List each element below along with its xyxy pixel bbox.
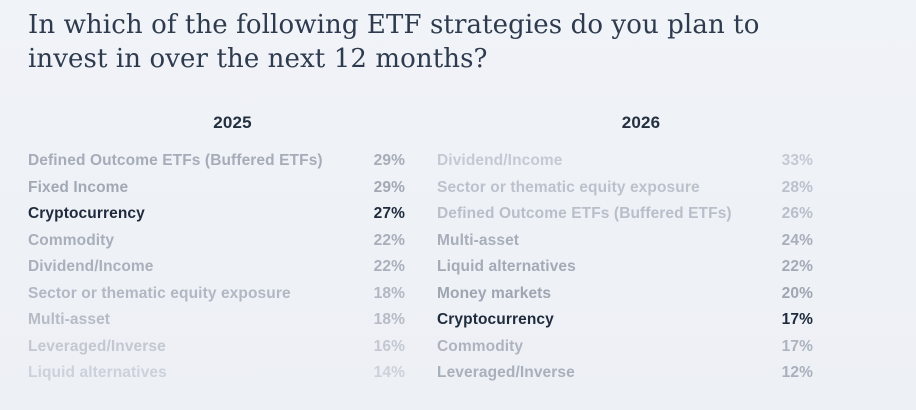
column-2026-header: 2026	[621, 113, 661, 132]
strategy-label: Sector or thematic equity exposure	[437, 178, 700, 196]
strategy-value: 12%	[781, 364, 813, 381]
column-2025-header: 2025	[213, 113, 252, 132]
strategy-row: Commodity 22%	[28, 232, 405, 259]
column-2025: 2025 Defined Outcome ETFs (Buffered ETFs…	[28, 113, 405, 391]
strategy-label: Leveraged/Inverse	[28, 337, 166, 355]
strategy-label: Commodity	[437, 337, 524, 355]
strategy-label: Sector or thematic equity exposure	[28, 284, 291, 302]
strategy-value: 17%	[781, 311, 813, 328]
strategy-label: Commodity	[28, 231, 115, 249]
strategy-label: Cryptocurrency	[28, 205, 145, 222]
strategy-row: Cryptocurrency 27%	[28, 205, 405, 232]
strategy-value: 20%	[781, 284, 813, 302]
strategy-row: Dividend/Income 22%	[28, 258, 405, 285]
year-columns: 2025 Defined Outcome ETFs (Buffered ETFs…	[0, 113, 813, 391]
strategy-label: Liquid alternatives	[437, 258, 576, 275]
strategy-value: 18%	[373, 284, 405, 302]
strategy-label: Liquid alternatives	[28, 364, 167, 381]
strategy-label: Defined Outcome ETFs (Buffered ETFs)	[437, 205, 732, 222]
strategy-value: 27%	[373, 205, 405, 222]
strategy-value: 29%	[373, 178, 405, 196]
strategy-label: Cryptocurrency	[437, 311, 554, 328]
strategy-row: Liquid alternatives 22%	[437, 258, 813, 285]
strategy-row: Multi-asset 24%	[437, 232, 813, 259]
strategy-value: 33%	[781, 152, 813, 169]
strategy-value: 22%	[781, 258, 813, 275]
strategy-row: Sector or thematic equity exposure 18%	[28, 285, 405, 312]
strategy-label: Multi-asset	[437, 231, 520, 249]
strategy-label: Fixed Income	[28, 178, 129, 196]
strategy-label: Dividend/Income	[28, 258, 154, 275]
column-2026: 2026 Dividend/Income 33% Sector or themati…	[437, 113, 813, 391]
column-2025-rows: Defined Outcome ETFs (Buffered ETFs) 29% F…	[28, 152, 405, 391]
question-title: In which of the following ETF strategies…	[28, 10, 760, 74]
strategy-row: Sector or thematic equity exposure 28%	[437, 179, 813, 206]
strategy-label: Multi-asset	[28, 311, 111, 328]
strategy-row: Defined Outcome ETFs (Buffered ETFs) 26%	[437, 205, 813, 232]
strategy-row: Multi-asset 18%	[28, 311, 405, 338]
strategy-value: 26%	[781, 205, 813, 222]
strategy-row: Liquid alternatives 14%	[28, 364, 405, 391]
strategy-label: Dividend/Income	[437, 152, 563, 169]
strategy-value: 22%	[373, 258, 405, 275]
strategy-value: 18%	[373, 311, 405, 328]
strategy-value: 29%	[373, 152, 405, 169]
strategy-row: Commodity 17%	[437, 338, 813, 365]
strategy-value: 16%	[373, 337, 405, 355]
strategy-value: 14%	[373, 364, 405, 381]
strategy-row: Dividend/Income 33%	[437, 152, 813, 179]
strategy-row: Leveraged/Inverse 16%	[28, 338, 405, 365]
strategy-row: Money markets 20%	[437, 285, 813, 312]
strategy-value: 24%	[781, 231, 813, 249]
strategy-row: Defined Outcome ETFs (Buffered ETFs) 29%	[28, 152, 405, 179]
strategy-row: Cryptocurrency 17%	[437, 311, 813, 338]
strategy-row: Leveraged/Inverse 12%	[437, 364, 813, 391]
strategy-value: 17%	[781, 337, 813, 355]
strategy-value: 28%	[781, 178, 813, 196]
strategy-value: 22%	[373, 231, 405, 249]
column-2026-rows: Dividend/Income 33% Sector or thematic equ…	[437, 152, 813, 391]
strategy-row: Fixed Income 29%	[28, 179, 405, 206]
strategy-label: Leveraged/Inverse	[437, 364, 575, 381]
strategy-label: Defined Outcome ETFs (Buffered ETFs)	[28, 152, 323, 169]
strategy-label: Money markets	[437, 284, 552, 302]
